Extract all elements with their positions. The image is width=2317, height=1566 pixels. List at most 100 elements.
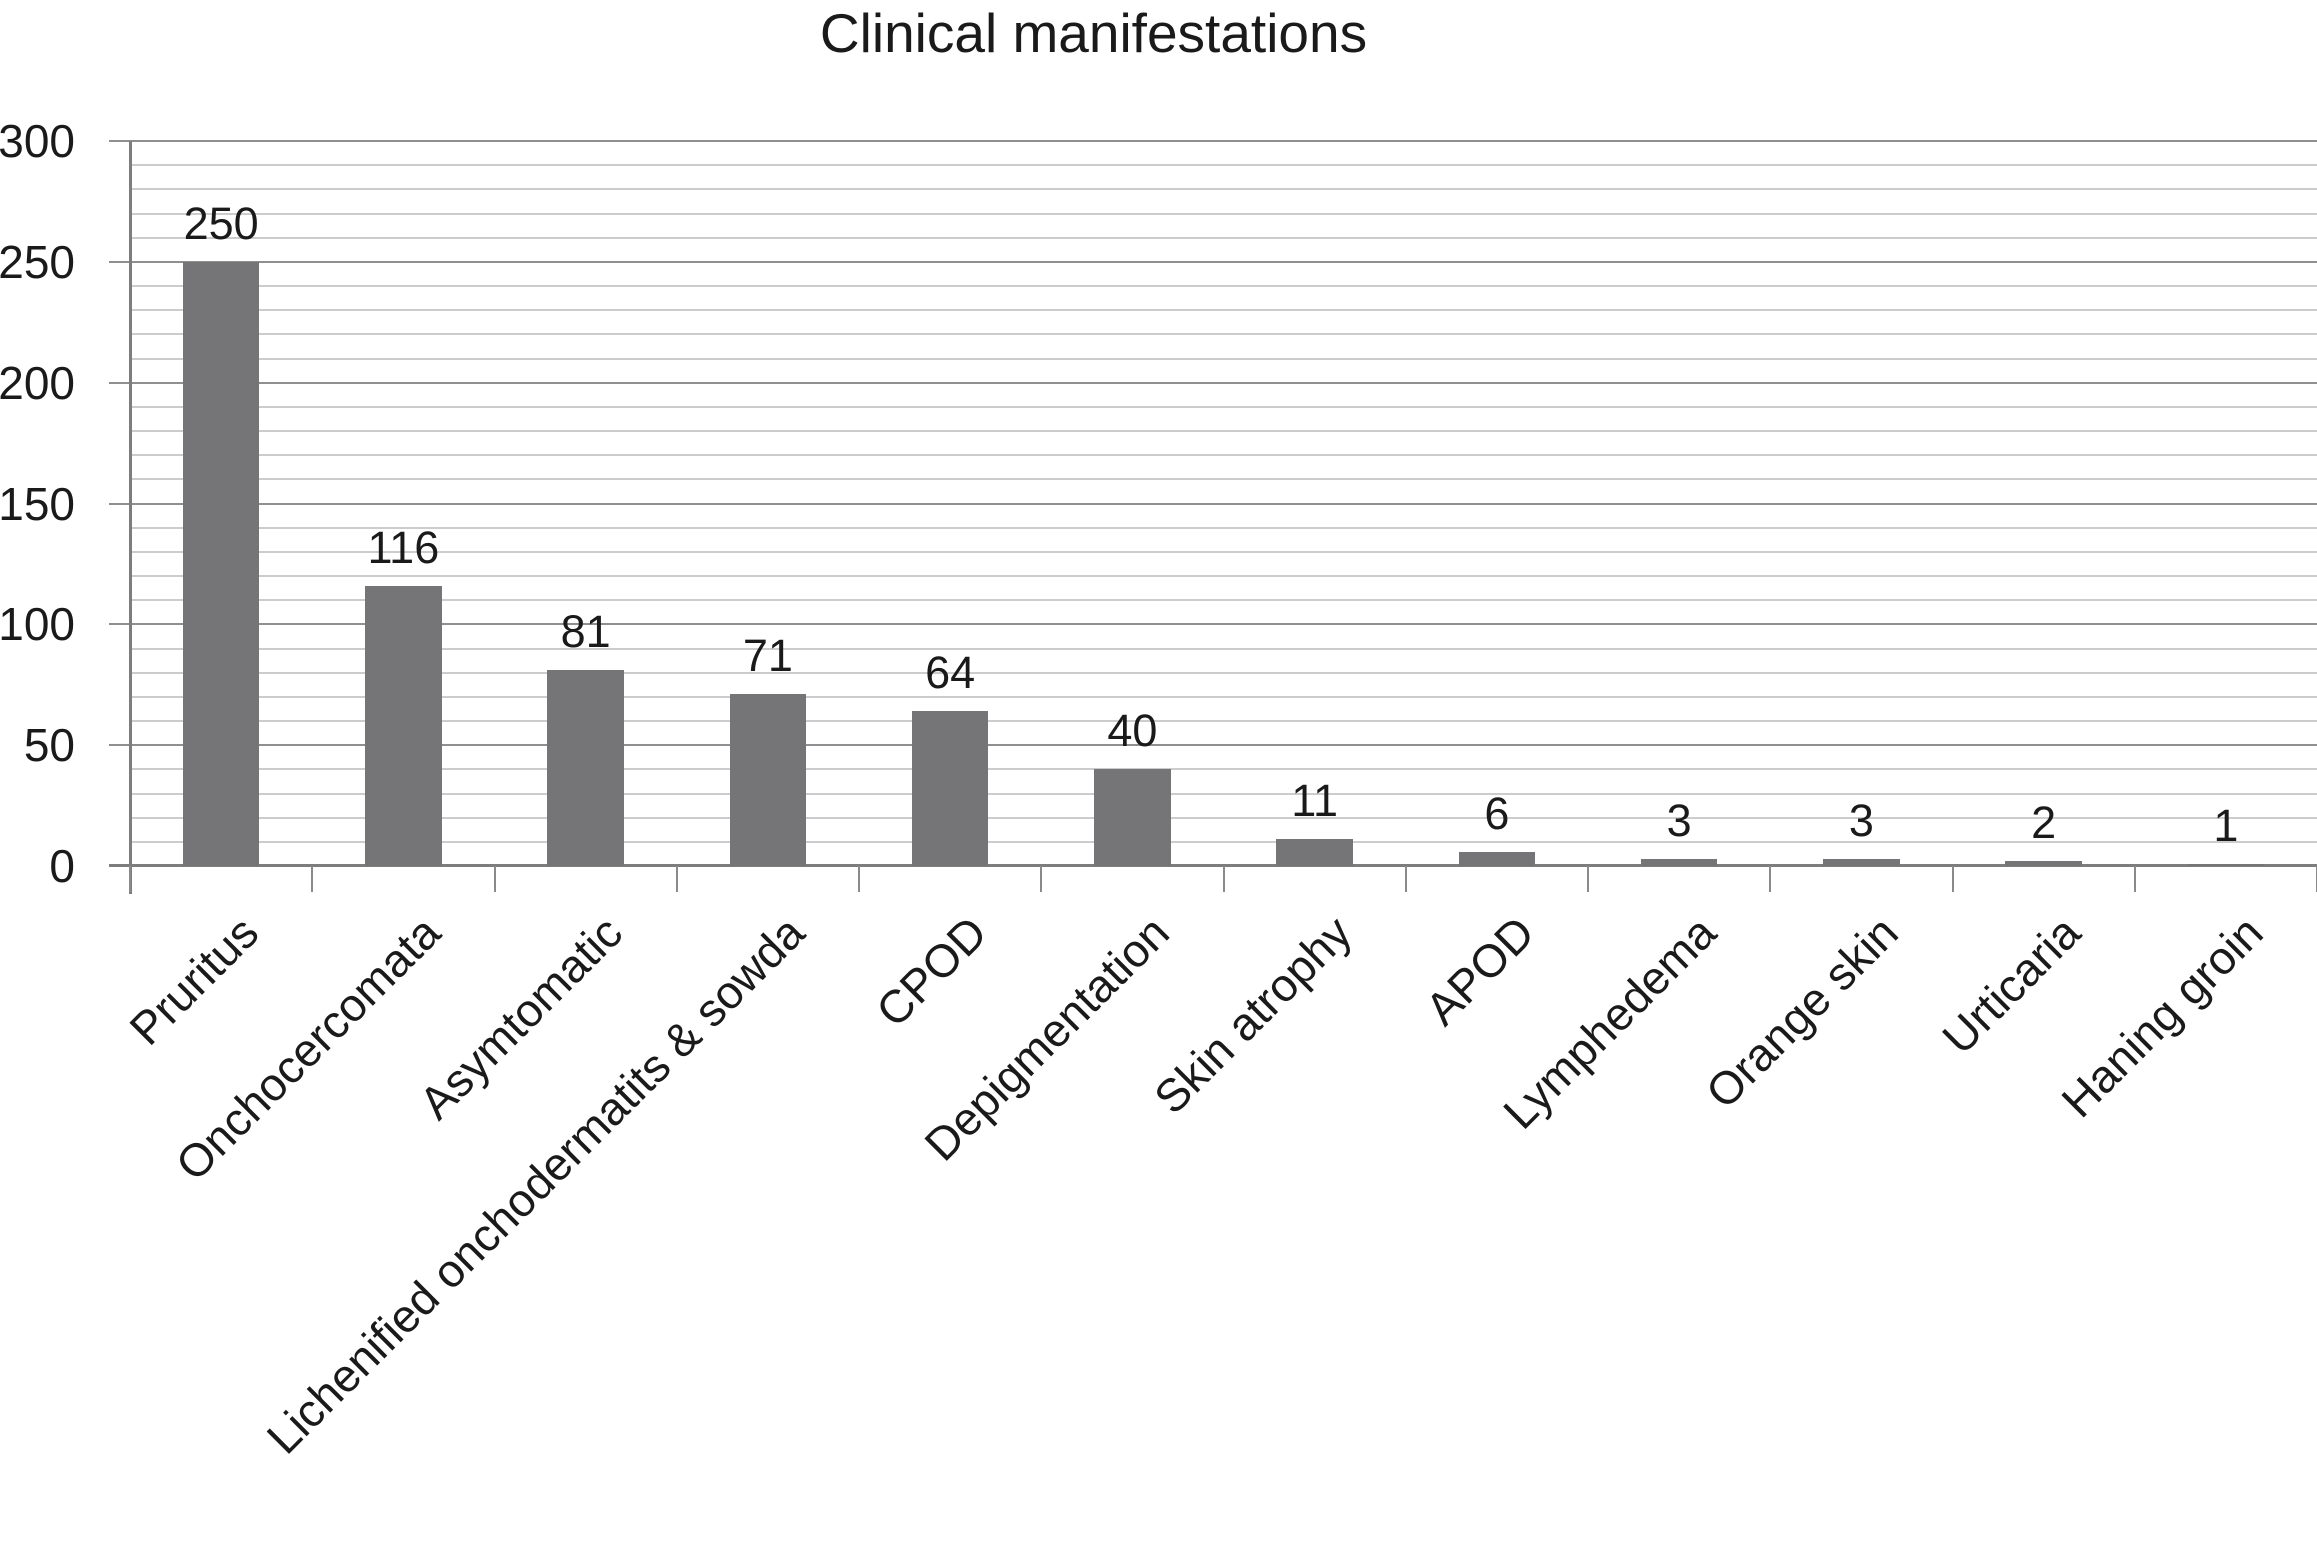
x-axis: [109, 864, 2317, 867]
bar-value-label: 40: [1107, 705, 1158, 757]
bar: [547, 670, 624, 866]
minor-gridline: [130, 599, 2317, 602]
bar-value-label: 11: [1291, 775, 1338, 827]
x-axis-tick: [1222, 866, 1225, 892]
bar: [182, 261, 260, 866]
minor-gridline: [130, 405, 2317, 408]
category-cell: 40: [1041, 141, 1223, 866]
minor-gridline: [130, 526, 2317, 529]
minor-gridline: [130, 212, 2317, 215]
x-category-label: Orange skin: [1696, 906, 1909, 1119]
minor-gridline: [130, 309, 2317, 312]
x-axis-tick: [858, 866, 860, 892]
minor-gridline: [130, 695, 2317, 698]
x-axis-tick: [1769, 866, 1772, 892]
x-category-label: Skin atrophy: [1143, 906, 1362, 1124]
x-axis-tick: [311, 866, 314, 892]
bar-value-label: 250: [183, 197, 259, 249]
y-axis-tick: [109, 502, 130, 505]
y-axis-tick: [109, 744, 130, 747]
y-tick-label: 150: [0, 477, 75, 530]
x-category-label: Pruritus: [119, 906, 268, 1055]
minor-gridline: [130, 188, 2317, 191]
x-axis-tick: [129, 866, 131, 892]
x-axis-tick: [1587, 866, 1589, 892]
bar-value-label: 2: [2031, 797, 2057, 849]
y-axis-tick: [109, 140, 130, 142]
minor-gridline: [130, 768, 2317, 771]
bar-value-label: 3: [1848, 794, 1874, 846]
y-axis-tick: [109, 260, 130, 263]
y-tick-label: 300: [0, 115, 75, 167]
x-axis-tick: [493, 866, 496, 892]
bar-value-label: 3: [1666, 794, 1692, 846]
minor-gridline: [130, 647, 2317, 650]
bar: [2187, 863, 2265, 866]
y-tick-label: 0: [49, 840, 75, 892]
bar: [1276, 839, 1353, 866]
minor-gridline: [130, 840, 2317, 843]
bar: [2005, 861, 2082, 866]
bar: [365, 585, 442, 866]
category-cell: 71: [677, 141, 859, 866]
y-axis-tick: [109, 381, 130, 384]
category-cell: 3: [1588, 141, 1770, 866]
x-axis-tick: [1951, 866, 1954, 892]
bar-value-label: 71: [742, 630, 793, 682]
x-category-label: Urticaria: [1932, 906, 2091, 1064]
x-category-label: APOD: [1414, 906, 1544, 1035]
bar-value-label: 116: [367, 521, 440, 573]
bar: [911, 711, 989, 866]
chart-title: Clinical manifestations: [819, 2, 1368, 64]
category-cell: 81: [495, 141, 677, 866]
category-cell: 3: [1770, 141, 1952, 866]
minor-gridline: [130, 720, 2317, 722]
y-axis: [129, 141, 132, 894]
x-category-label: CPOD: [866, 906, 997, 1037]
major-gridline: [130, 502, 2317, 505]
minor-gridline: [130, 333, 2317, 336]
major-gridline: [130, 623, 2317, 626]
minor-gridline: [130, 454, 2317, 457]
y-tick-label: 50: [23, 719, 75, 772]
bar: [1094, 769, 1171, 866]
bar: [1823, 858, 1900, 866]
y-tick-label: 250: [0, 235, 75, 288]
category-cell: 2: [1953, 141, 2135, 866]
minor-gridline: [130, 816, 2317, 819]
minor-gridline: [130, 671, 2317, 674]
y-axis-tick: [109, 623, 130, 626]
x-axis-tick: [2133, 866, 2136, 892]
minor-gridline: [130, 792, 2317, 795]
bars-layer: 250 116 81 71 64 40 11 6 3 3 2 1: [130, 141, 2317, 866]
bar-value-label: 64: [925, 647, 976, 699]
minor-gridline: [130, 430, 2317, 432]
category-cell: 1: [2135, 141, 2317, 866]
minor-gridline: [130, 164, 2317, 167]
minor-gridline: [130, 285, 2317, 287]
bar-value-label: 6: [1484, 787, 1510, 839]
category-cell: 6: [1406, 141, 1588, 866]
x-axis-tick: [1040, 866, 1043, 892]
minor-gridline: [130, 236, 2317, 239]
category-cell: 116: [312, 141, 494, 866]
x-axis-tick: [1404, 866, 1407, 892]
major-gridline: [130, 744, 2317, 747]
y-tick-label: 200: [0, 356, 75, 409]
bar-value-label: 81: [560, 606, 611, 658]
category-cell: 64: [859, 141, 1041, 866]
minor-gridline: [130, 550, 2317, 553]
category-cell: 250: [130, 141, 312, 866]
minor-gridline: [130, 478, 2317, 481]
category-cell: 11: [1224, 141, 1406, 866]
y-tick-label: 100: [0, 598, 75, 651]
major-gridline: [130, 140, 2317, 142]
bar: [1458, 851, 1536, 866]
minor-gridline: [130, 575, 2317, 577]
minor-gridline: [130, 357, 2317, 360]
x-axis-tick: [675, 866, 678, 892]
major-gridline: [130, 381, 2317, 384]
major-gridline: [130, 260, 2317, 263]
bar: [1640, 858, 1718, 866]
